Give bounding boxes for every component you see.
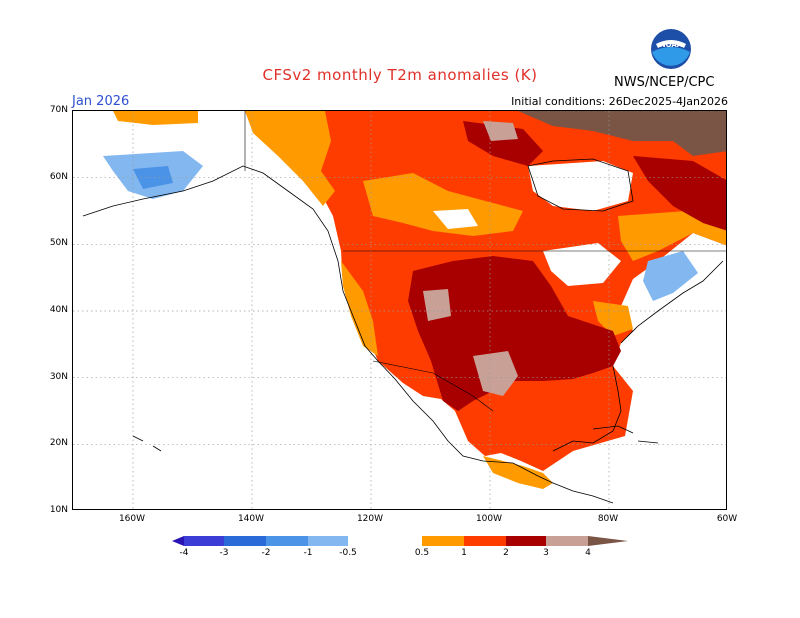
anomaly-neutral-hudson	[528, 161, 633, 211]
colorbar-label-m1: -1	[303, 548, 313, 558]
anomaly-neutral-greatlakes	[543, 243, 621, 286]
lat-label-60n: 60N	[49, 172, 68, 182]
grid-lines	[73, 111, 726, 509]
lon-label-80w: 80W	[597, 514, 619, 524]
anomaly-region-0.5-1-mexico	[483, 456, 553, 489]
lon-label-160w: 160W	[118, 514, 146, 524]
lon-label-120w: 120W	[356, 514, 384, 524]
colorbar-swatch-p05-1	[422, 536, 464, 546]
anomaly-fields	[103, 111, 726, 489]
colorbar-swatch-p1-2	[464, 536, 506, 546]
lon-label-140w: 140W	[237, 514, 265, 524]
anomaly-neutral-prairie	[433, 209, 478, 229]
colorbar-swatch-p3-4	[546, 536, 588, 546]
colorbar-label-p05: 0.5	[414, 548, 430, 558]
lat-label-10n: 10N	[49, 505, 68, 515]
anomaly-region-m2-m1-alaska	[133, 166, 173, 189]
colorbar	[172, 536, 628, 546]
colorbar-swatch-m1-m05	[308, 536, 348, 546]
anomaly-region-0.5-1-alaska	[113, 111, 198, 125]
forecast-month: Jan 2026	[72, 94, 130, 109]
noaa-logo-text: NOAA	[660, 41, 683, 49]
anomaly-region-0.5-1-coast	[341, 261, 378, 356]
anomaly-region-2-3-labrador	[633, 156, 726, 231]
colorbar-swatch-gt4	[588, 536, 628, 546]
coastlines	[82, 111, 726, 504]
anomaly-region-0.5-1-northeast	[593, 301, 633, 336]
lat-label-40n: 40N	[49, 305, 68, 315]
lon-label-100w: 100W	[475, 514, 503, 524]
lat-label-30n: 30N	[49, 372, 68, 382]
anomaly-region-0.5-1-atlantic	[618, 209, 726, 261]
colorbar-label-m05: -0.5	[339, 548, 357, 558]
anomaly-region-3-4-rockies	[423, 289, 451, 321]
chart-title: CFSv2 monthly T2m anomalies (K)	[262, 66, 538, 84]
colorbar-label-m2: -2	[261, 548, 271, 558]
colorbar-swatch-m2-m1	[266, 536, 308, 546]
lat-label-20n: 20N	[49, 438, 68, 448]
lat-label-50n: 50N	[49, 238, 68, 248]
colorbar-label-p1: 1	[461, 548, 467, 558]
colorbar-swatch-neutral	[348, 536, 422, 546]
colorbar-label-p4: 4	[585, 548, 591, 558]
anomaly-region-0.5-1-west	[245, 111, 335, 206]
anomaly-region-3-4-north	[483, 121, 518, 141]
colorbar-label-p3: 3	[543, 548, 549, 558]
colorbar-swatch-lt-m4	[172, 536, 184, 546]
colorbar-swatch-m4-m3	[184, 536, 224, 546]
colorbar-label-p2: 2	[503, 548, 509, 558]
anomaly-region-2-3	[408, 256, 621, 411]
anomaly-map	[72, 110, 727, 510]
anomaly-region-0.5-1-prairie	[363, 173, 523, 236]
colorbar-label-m3: -3	[219, 548, 229, 558]
lat-label-70n: 70N	[49, 105, 68, 115]
agency-label: NWS/NCEP/CPC	[614, 75, 715, 90]
colorbar-swatch-p2-3	[506, 536, 546, 546]
lon-label-60w: 60W	[716, 514, 738, 524]
anomaly-region-3-4-texas	[473, 351, 518, 396]
anomaly-region-2-3-north	[463, 121, 543, 166]
noaa-logo: NOAA	[651, 29, 691, 69]
anomaly-region-m1-m05-newengland	[643, 251, 698, 301]
colorbar-label-m4: -4	[179, 548, 189, 558]
initial-conditions: Initial conditions: 26Dec2025-4Jan2026	[511, 95, 728, 108]
colorbar-swatch-m3-m2	[224, 536, 266, 546]
anomaly-region-gt4	[518, 111, 726, 156]
map-canvas	[73, 111, 726, 509]
